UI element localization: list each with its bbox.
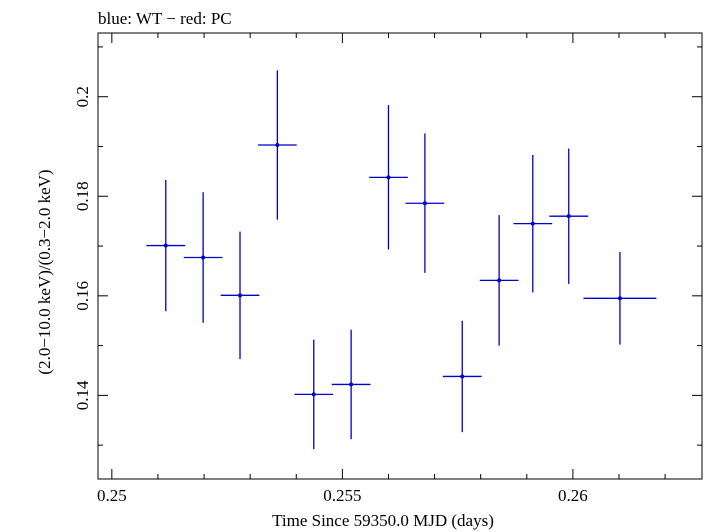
x-axis-label: Time Since 59350.0 MJD (days)	[272, 511, 494, 530]
point-marker	[530, 221, 535, 226]
x-tick-label: 0.26	[558, 486, 588, 505]
x-tick-label: 0.255	[323, 486, 361, 505]
data-point	[479, 215, 519, 346]
point-marker	[201, 255, 206, 260]
data-point	[331, 329, 371, 440]
data-point	[220, 231, 260, 360]
point-marker	[163, 243, 168, 248]
point-marker	[617, 296, 622, 301]
point-marker	[566, 214, 571, 219]
data-point	[257, 70, 297, 220]
data-point	[294, 339, 334, 450]
data-point	[146, 179, 186, 312]
point-marker	[311, 392, 316, 397]
point-marker	[497, 278, 502, 283]
y-axis-label: (2.0−10.0 keV)/(0.3−2.0 keV)	[35, 169, 54, 374]
plot-frame	[97, 32, 703, 480]
data-point	[369, 105, 408, 250]
y-tick-label: 0.14	[73, 380, 92, 410]
point-marker	[275, 142, 280, 147]
data-point	[405, 133, 445, 273]
data-point	[183, 192, 223, 323]
point-marker	[386, 175, 391, 180]
axis-ticks	[98, 33, 702, 479]
axis-tick-labels: 0.25 0.255 0.26 0.14 0.16 0.18 0.2	[73, 86, 588, 505]
point-marker	[349, 382, 354, 387]
y-tick-label: 0.16	[73, 281, 92, 311]
data-point	[549, 148, 589, 284]
x-tick-label: 0.25	[97, 486, 127, 505]
data-point	[442, 320, 482, 433]
data-series	[146, 70, 657, 450]
point-marker	[422, 201, 427, 206]
point-marker	[460, 374, 465, 379]
data-point	[583, 252, 657, 345]
y-tick-label: 0.2	[73, 86, 92, 107]
chart-title: blue: WT − red: PC	[98, 9, 232, 28]
point-marker	[238, 293, 243, 298]
data-point	[513, 154, 553, 293]
y-tick-label: 0.18	[73, 181, 92, 211]
